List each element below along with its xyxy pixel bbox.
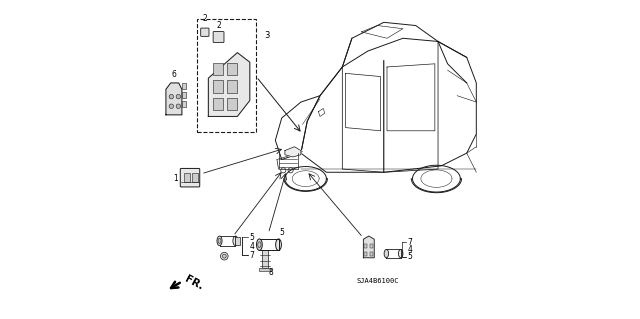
Bar <box>236 237 240 245</box>
FancyBboxPatch shape <box>201 28 209 36</box>
Bar <box>227 80 237 93</box>
Bar <box>182 101 186 107</box>
Circle shape <box>169 94 173 99</box>
Text: SJA4B6100C: SJA4B6100C <box>356 278 399 284</box>
Bar <box>364 244 367 248</box>
Text: 1: 1 <box>173 174 178 183</box>
Polygon shape <box>166 83 182 115</box>
Ellipse shape <box>276 239 282 250</box>
Bar <box>370 252 373 256</box>
Circle shape <box>222 254 226 258</box>
Bar <box>262 250 268 268</box>
Ellipse shape <box>218 238 221 243</box>
Circle shape <box>176 94 180 99</box>
Bar <box>213 63 223 75</box>
Bar <box>364 252 367 256</box>
Polygon shape <box>285 147 301 157</box>
Text: 7: 7 <box>250 251 255 260</box>
Text: 7: 7 <box>408 238 413 247</box>
Bar <box>213 98 223 110</box>
Ellipse shape <box>399 249 403 258</box>
Text: 2: 2 <box>216 21 221 30</box>
Text: 4: 4 <box>408 245 413 254</box>
Ellipse shape <box>217 236 222 246</box>
Bar <box>227 98 237 110</box>
Text: 8: 8 <box>268 268 273 277</box>
FancyBboxPatch shape <box>180 168 200 187</box>
Text: 2: 2 <box>203 14 207 23</box>
Text: 6: 6 <box>172 70 177 79</box>
Bar <box>213 80 223 93</box>
Bar <box>197 19 256 132</box>
Bar <box>259 268 271 271</box>
Bar <box>370 244 373 248</box>
Text: FR.: FR. <box>184 274 205 292</box>
FancyBboxPatch shape <box>213 32 224 42</box>
Text: 5: 5 <box>250 233 255 241</box>
Polygon shape <box>209 53 250 116</box>
Ellipse shape <box>257 239 262 250</box>
Text: 5: 5 <box>408 252 413 261</box>
Ellipse shape <box>258 242 261 248</box>
Text: 3: 3 <box>264 31 269 40</box>
Text: 5: 5 <box>279 228 284 237</box>
Bar <box>227 63 237 75</box>
Bar <box>192 173 198 182</box>
Bar <box>184 173 189 182</box>
Ellipse shape <box>233 236 238 246</box>
Bar <box>182 92 186 98</box>
Polygon shape <box>319 108 324 116</box>
Circle shape <box>176 104 180 108</box>
Text: 4: 4 <box>250 242 255 251</box>
Bar <box>182 83 186 89</box>
Ellipse shape <box>384 249 388 258</box>
Circle shape <box>169 104 173 108</box>
Circle shape <box>220 252 228 260</box>
Polygon shape <box>364 236 374 258</box>
